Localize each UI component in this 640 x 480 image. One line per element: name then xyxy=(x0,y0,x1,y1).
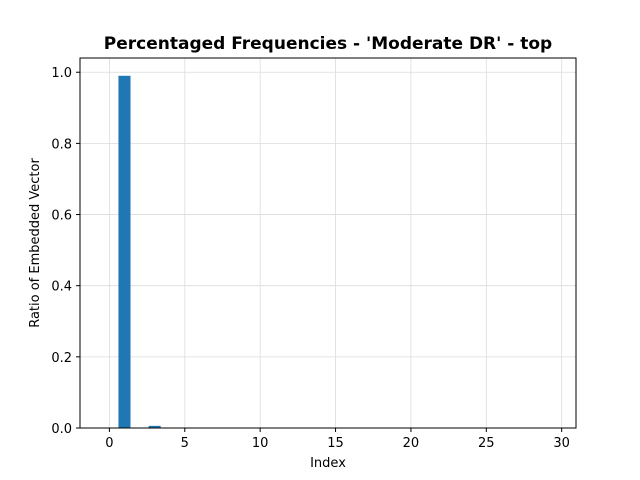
x-axis-title: Index xyxy=(310,456,346,471)
x-tick-label: 30 xyxy=(553,436,570,451)
y-tick-label: 1.0 xyxy=(51,66,72,81)
x-tick-label: 0 xyxy=(105,436,113,451)
bar-index-3 xyxy=(148,425,161,428)
x-tick-label: 25 xyxy=(478,436,495,451)
x-tick-label: 5 xyxy=(181,436,189,451)
axis-ticks: 0 5 10 15 20 25 30 0.0 0.2 0.4 0.6 0.8 1.0 xyxy=(51,66,570,451)
y-tick-label: 0.6 xyxy=(51,209,72,224)
y-tick-label: 0.0 xyxy=(51,422,72,437)
x-tick-label: 10 xyxy=(252,436,269,451)
y-tick-label: 0.4 xyxy=(51,280,72,295)
bars xyxy=(118,75,161,429)
x-tick-label: 15 xyxy=(327,436,344,451)
y-tick-label: 0.8 xyxy=(51,137,72,152)
plot-frame xyxy=(79,57,577,429)
y-tick-label: 0.2 xyxy=(51,351,72,366)
chart-title: Percentaged Frequencies - 'Moderate DR' … xyxy=(104,34,552,54)
bar-index-1 xyxy=(118,75,131,429)
x-tick-label: 20 xyxy=(403,436,420,451)
y-axis-title: Ratio of Embedded Vector xyxy=(28,158,43,328)
